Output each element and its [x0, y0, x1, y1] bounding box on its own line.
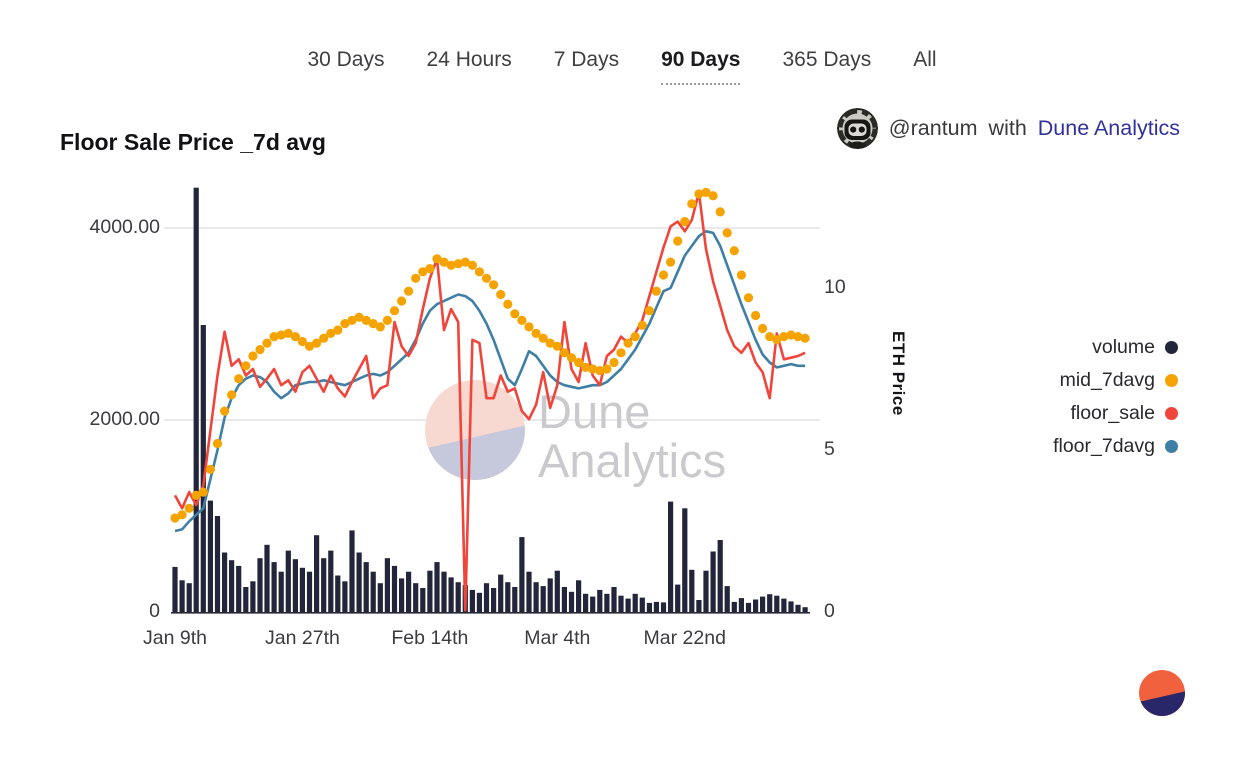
tab-30-days[interactable]: 30 Days	[307, 48, 385, 71]
tab-90-days[interactable]: 90 Days	[661, 48, 741, 85]
attribution-connector: with	[988, 116, 1027, 140]
dune-logo-navy-half	[1139, 690, 1185, 716]
author-handle: @rantum	[888, 116, 978, 140]
legend-label: floor_7davg	[1053, 435, 1155, 457]
chart-region: Dune Analytics 4000.00 2000.00 0 10 5 0 …	[60, 185, 940, 675]
x-axis-tick-jan27: Jan 27th	[265, 627, 340, 649]
legend-item-volume[interactable]: volume	[1092, 336, 1178, 359]
dune-logo[interactable]	[1139, 670, 1185, 716]
x-axis-tick-mar22: Mar 22nd	[643, 627, 726, 649]
dune-analytics-link[interactable]: Dune Analytics	[1037, 116, 1180, 140]
watermark-line2: Analytics	[538, 434, 726, 487]
series-layer	[170, 187, 810, 612]
legend-item-mid-7davg[interactable]: mid_7davg	[1060, 369, 1178, 392]
time-range-tabs: 30 Days 24 Hours 7 Days 90 Days 365 Days…	[0, 48, 1244, 85]
tab-24-hours[interactable]: 24 Hours	[426, 48, 512, 71]
y-axis-left-tick-0: 0	[149, 600, 160, 622]
legend-dot-floor-sale	[1165, 407, 1178, 420]
x-axis-tick-feb14: Feb 14th	[391, 627, 469, 649]
chart-canvas: Dune Analytics	[164, 187, 820, 614]
legend-dot-floor-7davg	[1165, 440, 1178, 453]
tab-365-days[interactable]: 365 Days	[782, 48, 872, 71]
legend-item-floor-7davg[interactable]: floor_7davg	[1053, 435, 1178, 458]
y-axis-right-tick-10: 10	[824, 276, 846, 298]
dune-watermark: Dune Analytics	[425, 380, 726, 487]
y-axis-right-tick-5: 5	[824, 438, 835, 460]
right-axis-title: ETH Price	[889, 331, 908, 416]
chart-legend: volume mid_7davg floor_sale floor_7davg	[1053, 336, 1178, 458]
x-axis-tick-mar4: Mar 4th	[524, 627, 591, 649]
legend-label: floor_sale	[1070, 402, 1155, 424]
tab-7-days[interactable]: 7 Days	[553, 48, 620, 71]
page-title: Floor Sale Price _7d avg	[60, 129, 326, 156]
y-axis-left-tick-4000: 4000.00	[89, 216, 161, 238]
legend-item-floor-sale[interactable]: floor_sale	[1070, 402, 1178, 425]
y-axis-right-tick-0: 0	[824, 600, 835, 622]
legend-dot-volume	[1165, 341, 1178, 354]
y-axis-left-tick-2000: 2000.00	[89, 408, 161, 430]
legend-label: mid_7davg	[1059, 369, 1155, 391]
tab-all[interactable]: All	[913, 48, 937, 71]
watermark-line1: Dune	[538, 385, 650, 438]
robot-avatar-icon	[836, 108, 878, 149]
x-axis-tick-jan9: Jan 9th	[143, 627, 207, 649]
attribution: @rantum with Dune Analytics	[836, 108, 1180, 149]
legend-dot-mid-7davg	[1165, 374, 1178, 387]
avatar	[836, 108, 878, 149]
legend-label: volume	[1092, 336, 1155, 358]
